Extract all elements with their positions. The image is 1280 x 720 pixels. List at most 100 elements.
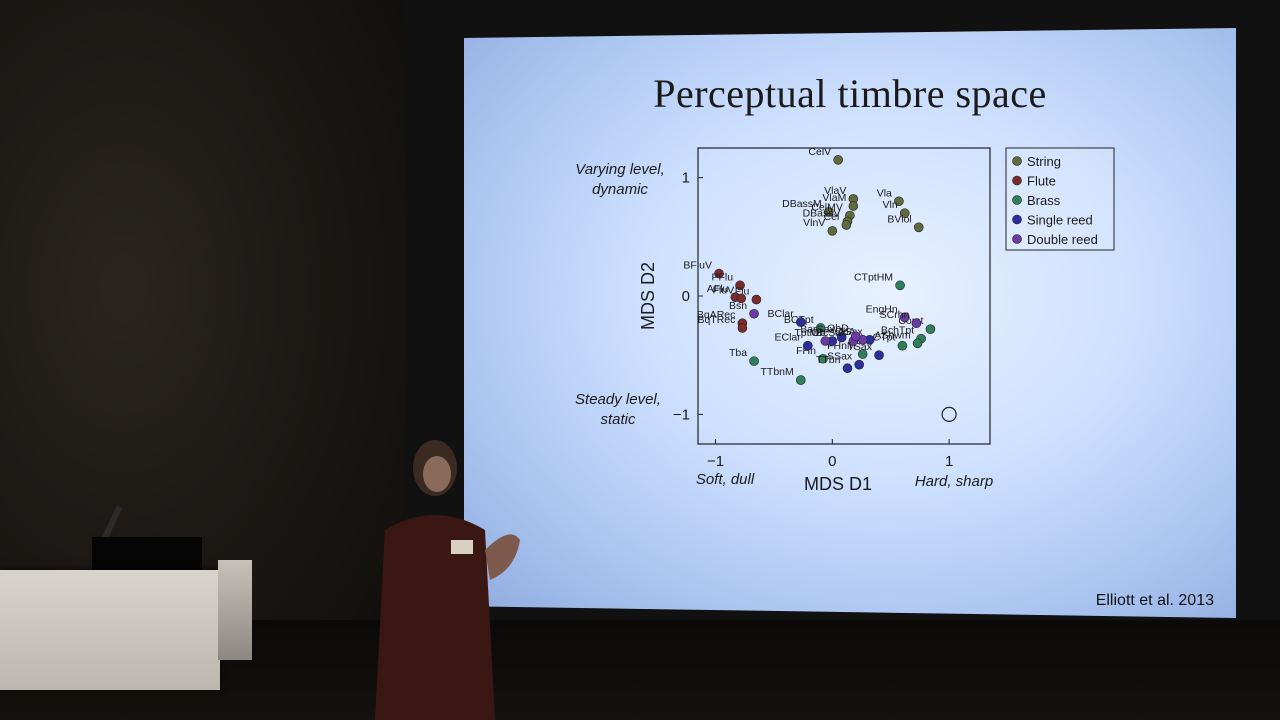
data-point-vlam [848, 201, 859, 211]
presentation-slide: Perceptual timbre space −1 0 1 1 0 −1 MDS D1 MD… [464, 28, 1236, 618]
data-point-enghn [899, 312, 910, 323]
timbre-space-chart: −1 0 1 1 0 −1 MDS D1 MDS D2 Varying level, dynami… [575, 146, 1115, 494]
data-point-bctpt [815, 323, 826, 333]
legend-swatch-double-reed [1012, 234, 1022, 244]
data-label-vln: Vln [883, 199, 898, 211]
data-label-scrhn: SCrhn [880, 309, 910, 321]
annotation-steady-level: Steady level, [575, 391, 661, 408]
legend-swatch-single-reed [1012, 214, 1022, 225]
data-point-vla [894, 196, 904, 207]
data-label-enghn: EngHn [866, 303, 898, 315]
legend-swatch-string [1012, 156, 1022, 166]
data-label-bfluv: BFluV [683, 260, 712, 272]
data-point-ttbn [842, 363, 853, 374]
data-point-ctpthm [895, 280, 905, 291]
data-label-bcsax: BcSax [816, 327, 847, 339]
data-point-bsn [749, 308, 759, 319]
data-label-ttbn: TTbn [816, 354, 841, 366]
y-axis-label: MDS D2 [638, 262, 658, 330]
data-point-scrhn [911, 318, 922, 329]
legend-label-brass: Brass [1027, 193, 1061, 208]
legend-label-string: String [1027, 154, 1061, 169]
data-point-bclar [795, 317, 806, 327]
legend-label-single-reed: Single reed [1027, 213, 1093, 228]
y-tick-label: 0 [682, 288, 690, 305]
data-point-tba [749, 356, 759, 366]
annotation-varying-level: Varying level, [575, 161, 665, 178]
data-point-eclar [802, 340, 813, 351]
x-tick-label: 1 [945, 453, 953, 470]
data-point-tptm [820, 336, 831, 346]
data-point-fluv [736, 293, 747, 304]
data-point-bqtrec [737, 323, 748, 333]
annotation-soft-dull: Soft, dull [696, 471, 755, 488]
data-label-aflu: AFlu [707, 283, 729, 295]
data-point-bviol [913, 222, 924, 233]
data-point-pflu [735, 280, 745, 291]
data-point-ssax [854, 359, 864, 370]
data-point-dbassm [824, 207, 834, 217]
legend-swatch-flute [1012, 175, 1022, 186]
data-label-dbassv: DBassV [803, 207, 841, 219]
data-label-bchtpt: BchTpt [881, 325, 914, 337]
data-point-ttbnm [795, 375, 806, 385]
data-point-ashwm [912, 338, 923, 349]
data-label-oba: ObA [835, 326, 856, 338]
data-point-vln [899, 208, 910, 218]
data-point-flu [751, 294, 762, 305]
annotation-dynamic: dynamic [592, 181, 648, 198]
data-label-bclar: BClar [768, 308, 795, 320]
data-label-bqtrec: BqTRec [697, 314, 735, 326]
x-axis-label: MDS D1 [804, 474, 872, 494]
podium-side [218, 560, 252, 660]
data-label-obd: ObD [827, 322, 849, 334]
data-point-cel [841, 220, 852, 230]
data-point-comt [925, 324, 936, 334]
data-point-tsax [874, 350, 884, 361]
data-label-ssax: SSax [827, 351, 853, 363]
data-point-vlnv [827, 226, 838, 236]
data-label-ob: Ob [811, 327, 825, 339]
data-label-celmv: CelMV [811, 201, 843, 213]
data-label-vlav: VlaV [824, 185, 846, 197]
laptop [92, 537, 202, 571]
data-label-ashwm: AShwm [874, 329, 910, 341]
data-label-bsn: Bsn [729, 300, 747, 312]
data-point-bfluv [714, 268, 724, 279]
data-label-eclar: EClar [775, 332, 802, 344]
data-label-celv: CelV [808, 146, 831, 158]
data-label-fluv: FluV [713, 284, 735, 296]
data-point-ctpt [897, 340, 908, 351]
data-label-vlam: VlaM [822, 192, 846, 204]
annotation-hard-sharp: Hard, sharp [915, 473, 993, 490]
data-label-bqarec: BqARec [697, 309, 736, 321]
legend-label-double-reed: Double reed [1027, 232, 1098, 247]
citation: Elliott et al. 2013 [1095, 592, 1214, 609]
data-label-cel: Cel [824, 211, 840, 223]
open-marker [941, 406, 957, 422]
y-tick-label: −1 [673, 406, 690, 423]
data-label-tba: Tba [729, 347, 747, 359]
slide-title: Perceptual timbre space [653, 71, 1047, 116]
data-label-pflu: PFlu [711, 271, 733, 283]
presenter [375, 440, 520, 720]
data-label-ctpthm: CTptHM [854, 271, 893, 283]
data-label-dbassm: DBassM [782, 198, 822, 210]
x-tick-label: −1 [707, 453, 724, 470]
data-label-vlnv: VlnV [803, 217, 825, 229]
data-point-fhn [818, 353, 828, 364]
y-tick-label: 1 [682, 170, 690, 187]
data-point-celv [833, 155, 843, 165]
legend-swatch-brass [1012, 195, 1022, 205]
podium [0, 570, 220, 690]
data-label-ttbnm: TTbnM [761, 366, 794, 378]
data-label-tptm: TptM [794, 327, 818, 339]
data-point-obd [850, 331, 861, 342]
legend-label-flute: Flute [1027, 174, 1056, 189]
data-label-barsax: BarSax [800, 323, 835, 335]
legend-box [1005, 147, 1115, 251]
x-tick-label: 0 [828, 453, 836, 470]
annotation-static: static [600, 411, 636, 428]
data-label-vla: Vla [877, 187, 892, 199]
